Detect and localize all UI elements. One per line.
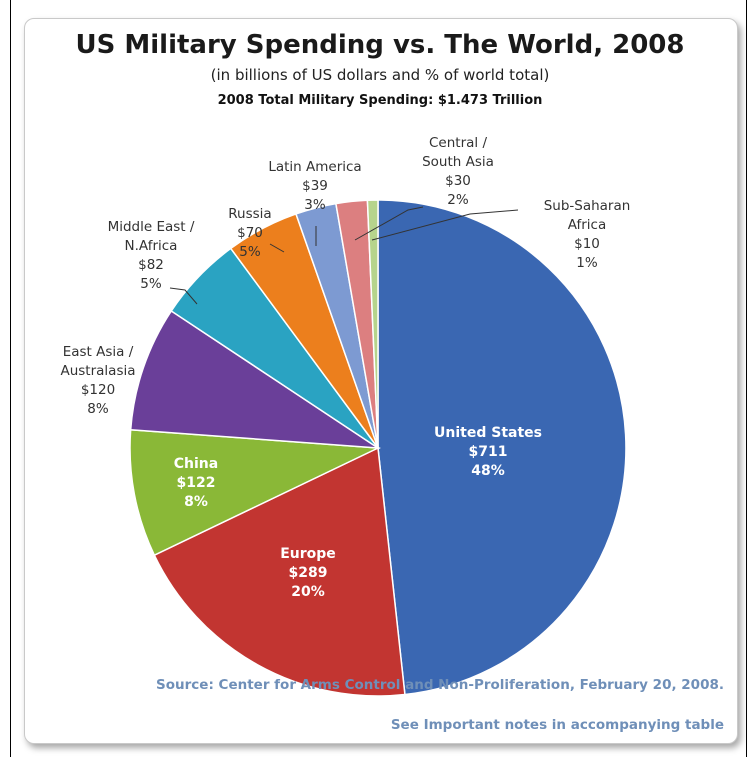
- pie-slices: [129, 199, 627, 697]
- leader-lines: [169, 206, 519, 305]
- slice-label-line: 5%: [239, 244, 261, 260]
- slice-label-line: Middle East /: [108, 219, 195, 235]
- slice-label-subsaharan: Sub-Saharan Africa $10 1%: [544, 198, 631, 271]
- slice-labels: United States $711 48% Europe $289 20% China $1…: [60, 135, 630, 600]
- table-note: See Important notes in accompanying tabl…: [390, 717, 724, 733]
- slice-label-line: 3%: [304, 197, 326, 213]
- slice-label-line: Australasia: [60, 363, 135, 379]
- pie-slice-subsaharan: [366, 199, 379, 449]
- slice-label-latam: Latin America $39 3%: [268, 159, 361, 213]
- total-spending-line: 2008 Total Military Spending: $1.473 Tri…: [217, 93, 543, 108]
- slice-label-line: South Asia: [422, 154, 494, 170]
- slice-label-line: Sub-Saharan: [544, 198, 631, 214]
- slice-label-line: 20%: [291, 584, 325, 600]
- slice-label-europe: Europe $289 20%: [280, 546, 336, 600]
- slice-label-line: $711: [469, 444, 508, 460]
- chart-subtitle: (in billions of US dollars and % of worl…: [210, 66, 550, 84]
- slice-label-line: East Asia /: [63, 344, 134, 360]
- slice-label-eastasia: East Asia / Australasia $120 8%: [60, 344, 135, 417]
- slice-label-mideast: Middle East / N.Africa $82 5%: [108, 219, 195, 292]
- slice-label-russia: Russia $70 5%: [228, 206, 271, 260]
- slice-label-line: Russia: [228, 206, 271, 222]
- leader-line-russia: [269, 243, 285, 253]
- pie-slice-eastasia: [129, 309, 381, 449]
- slice-label-line: $82: [138, 257, 164, 273]
- slice-label-line: 5%: [140, 276, 162, 292]
- slice-label-line: Europe: [280, 546, 336, 562]
- slice-label-line: 2%: [447, 192, 469, 208]
- leader-line-mideast: [169, 287, 198, 305]
- slice-label-line: Latin America: [268, 159, 361, 175]
- slice-label-line: $30: [445, 173, 471, 189]
- leader-line-centralasia: [354, 206, 424, 241]
- slice-label-line: Central /: [429, 135, 487, 151]
- slice-label-line: $10: [574, 236, 600, 252]
- chart-title: US Military Spending vs. The World, 2008: [75, 30, 685, 60]
- slice-label-line: China: [174, 456, 218, 472]
- pie-slice-us: [377, 199, 627, 696]
- slice-label-china: China $122 8%: [174, 456, 218, 510]
- slice-label-line: $289: [289, 565, 328, 581]
- slice-label-line: United States: [434, 425, 542, 441]
- slice-label-line: $70: [237, 225, 263, 241]
- pie-slice-europe: [153, 446, 406, 697]
- slice-label-line: 8%: [87, 401, 109, 417]
- slice-label-line: N.Africa: [125, 238, 178, 254]
- slice-label-line: Africa: [568, 217, 607, 233]
- slice-label-line: $122: [177, 475, 216, 491]
- slice-label-line: $120: [81, 382, 115, 398]
- slice-label-line: 48%: [471, 463, 505, 479]
- source-note: Source: Center for Arms Control and Non-…: [156, 677, 724, 693]
- slice-label-line: $39: [302, 178, 328, 194]
- slice-label-line: 1%: [576, 255, 598, 271]
- frame-line-right: [746, 0, 747, 757]
- leader-line-subsaharan: [371, 209, 519, 241]
- slice-label-centralasia: Central / South Asia $30 2%: [422, 135, 494, 208]
- slice-label-us: United States $711 48%: [434, 425, 542, 479]
- frame-line-left: [10, 0, 11, 757]
- pie-slice-china: [129, 428, 381, 557]
- slice-label-line: 8%: [184, 494, 208, 510]
